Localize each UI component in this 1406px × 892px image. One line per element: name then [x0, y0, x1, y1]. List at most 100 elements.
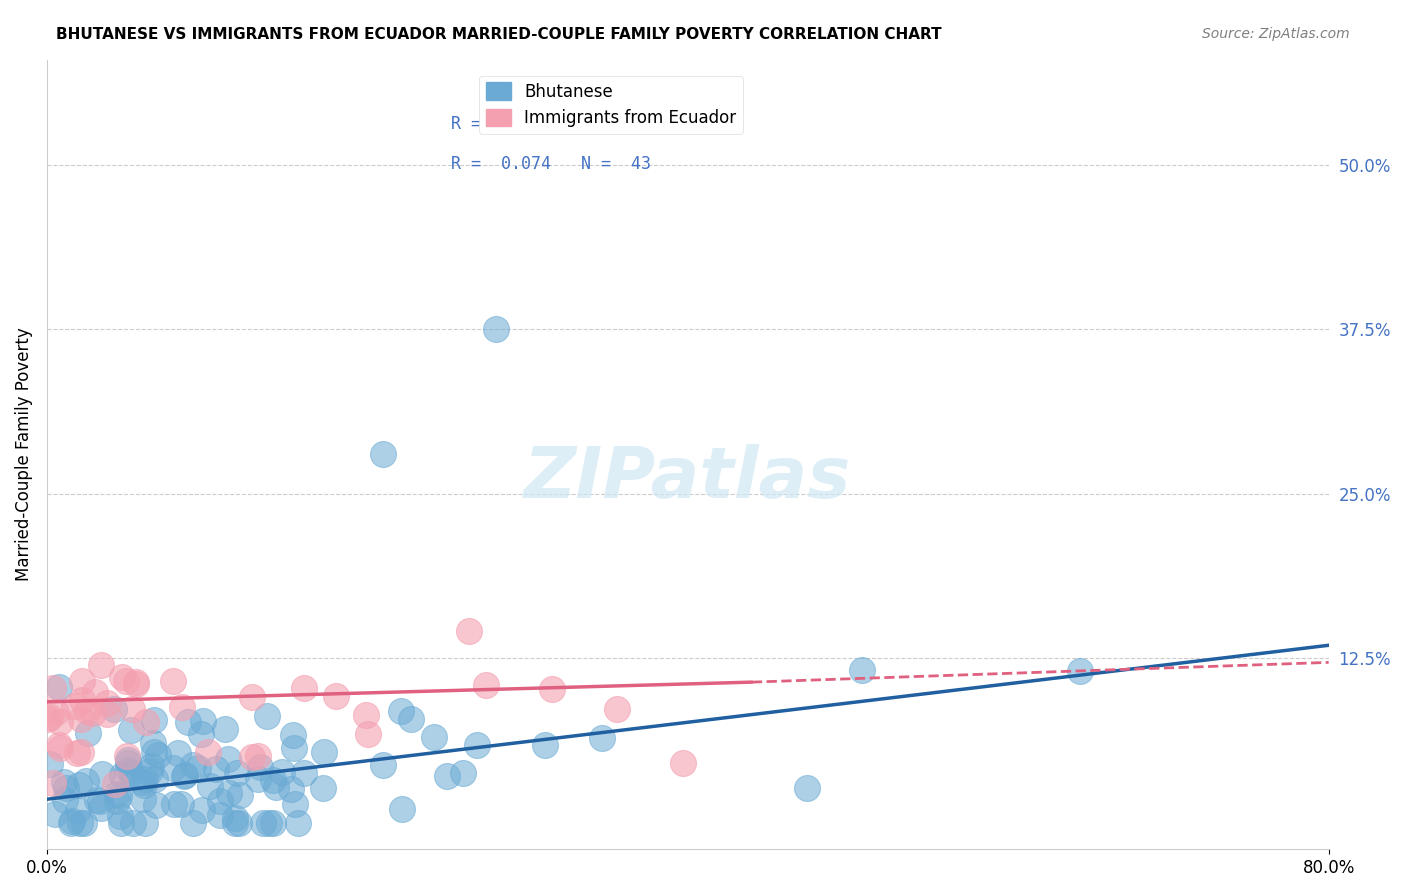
- Bhutanese: [139, 764, 162, 779]
- Bhutanese: [67, 803, 90, 817]
- Immigrants from Ecuador: [475, 678, 498, 692]
- Immigrants from Ecuador: [72, 693, 94, 707]
- Bhutanese: [91, 767, 114, 781]
- Bhutanese: [174, 768, 197, 782]
- Bhutanese: [224, 811, 246, 825]
- Bhutanese: [256, 709, 278, 723]
- Bhutanese: [205, 762, 228, 776]
- Immigrants from Ecuador: [242, 750, 264, 764]
- Bhutanese: [145, 798, 167, 813]
- Bhutanese: [69, 816, 91, 830]
- Text: R =  0.217   N = 102: R = 0.217 N = 102: [451, 115, 651, 133]
- Immigrants from Ecuador: [170, 700, 193, 714]
- Bhutanese: [75, 773, 97, 788]
- Immigrants from Ecuador: [242, 690, 264, 704]
- Bhutanese: [262, 816, 284, 830]
- Immigrants from Ecuador: [672, 756, 695, 771]
- Bhutanese: [59, 816, 82, 830]
- Immigrants from Ecuador: [41, 681, 63, 696]
- Bhutanese: [110, 816, 132, 830]
- Bhutanese: [249, 760, 271, 774]
- Bhutanese: [193, 714, 215, 728]
- Bhutanese: [224, 816, 246, 830]
- Immigrants from Ecuador: [96, 707, 118, 722]
- Immigrants from Ecuador: [135, 714, 157, 729]
- Bhutanese: [103, 702, 125, 716]
- Bhutanese: [484, 322, 506, 336]
- Bhutanese: [257, 816, 280, 830]
- Immigrants from Ecuador: [66, 746, 89, 760]
- Immigrants from Ecuador: [197, 745, 219, 759]
- Immigrants from Ecuador: [39, 709, 62, 723]
- Immigrants from Ecuador: [104, 777, 127, 791]
- Legend: Bhutanese, Immigrants from Ecuador: Bhutanese, Immigrants from Ecuador: [479, 76, 742, 134]
- Bhutanese: [1069, 664, 1091, 678]
- Bhutanese: [247, 772, 270, 786]
- Text: ZIPatlas: ZIPatlas: [524, 443, 852, 513]
- Bhutanese: [214, 723, 236, 737]
- Bhutanese: [163, 797, 186, 812]
- Bhutanese: [190, 727, 212, 741]
- Bhutanese: [52, 775, 75, 789]
- Bhutanese: [55, 781, 77, 796]
- Bhutanese: [294, 766, 316, 780]
- Immigrants from Ecuador: [84, 685, 107, 699]
- Bhutanese: [534, 738, 557, 752]
- Bhutanese: [373, 758, 395, 772]
- Bhutanese: [391, 802, 413, 816]
- Immigrants from Ecuador: [357, 726, 380, 740]
- Bhutanese: [225, 766, 247, 780]
- Bhutanese: [105, 787, 128, 801]
- Bhutanese: [218, 786, 240, 800]
- Bhutanese: [134, 778, 156, 792]
- Bhutanese: [796, 780, 818, 795]
- Bhutanese: [77, 726, 100, 740]
- Bhutanese: [314, 745, 336, 759]
- Bhutanese: [73, 816, 96, 830]
- Bhutanese: [591, 731, 613, 746]
- Bhutanese: [55, 793, 77, 807]
- Immigrants from Ecuador: [45, 705, 67, 719]
- Bhutanese: [229, 789, 252, 803]
- Bhutanese: [134, 815, 156, 830]
- Bhutanese: [217, 752, 239, 766]
- Immigrants from Ecuador: [125, 675, 148, 690]
- Bhutanese: [187, 761, 209, 775]
- Bhutanese: [60, 814, 83, 829]
- Bhutanese: [111, 767, 134, 781]
- Bhutanese: [170, 797, 193, 812]
- Bhutanese: [117, 763, 139, 777]
- Text: Source: ZipAtlas.com: Source: ZipAtlas.com: [1202, 27, 1350, 41]
- Immigrants from Ecuador: [48, 738, 70, 752]
- Immigrants from Ecuador: [70, 746, 93, 760]
- Bhutanese: [121, 723, 143, 737]
- Bhutanese: [86, 793, 108, 807]
- Bhutanese: [121, 765, 143, 780]
- Immigrants from Ecuador: [541, 682, 564, 697]
- Immigrants from Ecuador: [63, 699, 86, 714]
- Bhutanese: [423, 730, 446, 744]
- Bhutanese: [284, 797, 307, 812]
- Bhutanese: [283, 728, 305, 742]
- Immigrants from Ecuador: [76, 704, 98, 718]
- Bhutanese: [283, 740, 305, 755]
- Bhutanese: [208, 794, 231, 808]
- Bhutanese: [264, 780, 287, 795]
- Bhutanese: [142, 736, 165, 750]
- Bhutanese: [177, 714, 200, 729]
- Bhutanese: [851, 663, 873, 677]
- Immigrants from Ecuador: [111, 670, 134, 684]
- Bhutanese: [200, 779, 222, 793]
- Bhutanese: [181, 816, 204, 830]
- Bhutanese: [142, 745, 165, 759]
- Bhutanese: [312, 780, 335, 795]
- Bhutanese: [451, 766, 474, 780]
- Bhutanese: [166, 746, 188, 760]
- Bhutanese: [173, 769, 195, 783]
- Immigrants from Ecuador: [70, 673, 93, 688]
- Bhutanese: [252, 816, 274, 830]
- Bhutanese: [1398, 158, 1406, 172]
- Bhutanese: [181, 757, 204, 772]
- Bhutanese: [89, 794, 111, 808]
- Immigrants from Ecuador: [606, 702, 628, 716]
